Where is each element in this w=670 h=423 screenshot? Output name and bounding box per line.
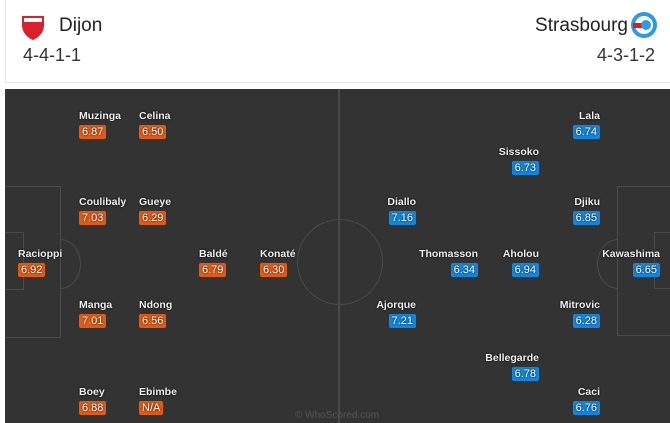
pitch <box>5 89 670 423</box>
player-name: Racioppi <box>18 248 63 260</box>
home-player[interactable]: Racioppi 6.92 <box>18 248 62 277</box>
player-rating: 6.65 <box>632 263 660 277</box>
home-player[interactable]: Gueye 6.29 <box>139 196 171 225</box>
away-team-name[interactable]: Strasbourg <box>535 15 628 36</box>
match-header <box>5 0 670 83</box>
player-rating: 7.03 <box>79 211 107 225</box>
player-name: Boey <box>79 386 105 398</box>
home-player[interactable]: Coulibaly 7.03 <box>79 196 126 225</box>
away-player[interactable]: Djiku 6.85 <box>572 196 600 225</box>
player-rating: 6.29 <box>139 211 167 225</box>
away-player[interactable]: Aholou 6.94 <box>503 248 539 277</box>
strasbourg-crest-icon <box>631 12 657 38</box>
player-name: Konaté <box>260 248 296 260</box>
player-name: Thomasson <box>419 248 478 260</box>
home-formation: 4-4-1-1 <box>23 45 82 65</box>
player-name: Caci <box>577 386 600 398</box>
away-player[interactable]: Lala 6.74 <box>572 110 600 139</box>
player-rating: 6.87 <box>79 125 107 139</box>
away-formation: 4-3-1-2 <box>596 45 655 65</box>
player-name: Lala <box>578 110 600 122</box>
player-rating: 7.16 <box>388 211 416 225</box>
player-rating: 6.74 <box>572 125 600 139</box>
away-player[interactable]: Caci 6.76 <box>572 386 600 415</box>
dijon-crest-icon <box>22 16 44 40</box>
away-player[interactable]: Bellegarde 6.78 <box>485 352 539 381</box>
player-rating: N/A <box>139 401 164 415</box>
home-player[interactable]: Ebimbe N/A <box>139 386 177 415</box>
away-player[interactable]: Ajorque 7.21 <box>376 299 416 328</box>
player-name: Ajorque <box>376 299 416 311</box>
home-penalty-box <box>5 186 61 338</box>
player-name: Aholou <box>502 248 539 260</box>
player-rating: 6.88 <box>79 401 107 415</box>
player-rating: 6.92 <box>18 263 46 277</box>
player-rating: 6.56 <box>139 314 167 328</box>
player-rating: 7.01 <box>79 314 107 328</box>
player-rating: 6.78 <box>511 367 539 381</box>
player-rating: 6.79 <box>199 263 227 277</box>
player-name: Manga <box>79 299 113 311</box>
player-name: Gueye <box>139 196 172 208</box>
home-goal-box <box>5 232 24 290</box>
player-rating: 6.30 <box>260 263 288 277</box>
player-name: Djiku <box>574 196 600 208</box>
home-team-name[interactable]: Dijon <box>59 15 103 36</box>
away-player[interactable]: Diallo 7.16 <box>387 196 416 225</box>
away-player[interactable]: Kawashima 6.65 <box>602 248 660 277</box>
player-rating: 7.21 <box>388 314 416 328</box>
away-goal-box <box>654 232 670 289</box>
player-name: Ndong <box>139 299 173 311</box>
center-circle <box>297 219 383 305</box>
watermark: © WhoScored.com <box>295 410 380 421</box>
player-rating: 6.73 <box>511 161 539 175</box>
home-player[interactable]: Manga 7.01 <box>79 299 112 328</box>
home-player[interactable]: Baldé 6.79 <box>199 248 228 277</box>
away-player[interactable]: Mitrovic 6.28 <box>560 299 600 328</box>
player-name: Diallo <box>387 196 416 208</box>
player-name: Celina <box>139 110 171 122</box>
player-rating: 6.50 <box>139 125 167 139</box>
player-rating: 6.85 <box>572 211 600 225</box>
home-player[interactable]: Muzinga 6.87 <box>79 110 121 139</box>
home-player[interactable]: Konaté 6.30 <box>260 248 296 277</box>
player-rating: 6.28 <box>572 314 600 328</box>
away-player[interactable]: Thomasson 6.34 <box>419 248 478 277</box>
away-player[interactable]: Sissoko 6.73 <box>499 146 539 175</box>
player-name: Sissoko <box>498 146 539 158</box>
player-name: Baldé <box>199 248 228 260</box>
home-player[interactable]: Celina 6.50 <box>139 110 171 139</box>
player-rating: 6.94 <box>511 263 539 277</box>
player-rating: 6.76 <box>572 401 600 415</box>
home-player[interactable]: Boey 6.88 <box>79 386 107 415</box>
player-name: Coulibaly <box>79 196 127 208</box>
player-name: Mitrovic <box>559 299 600 311</box>
home-player[interactable]: Ndong 6.56 <box>139 299 172 328</box>
player-name: Bellegarde <box>485 352 539 364</box>
player-name: Kawashima <box>602 248 660 260</box>
player-rating: 6.34 <box>450 263 478 277</box>
player-name: Ebimbe <box>139 386 177 398</box>
player-name: Muzinga <box>79 110 121 122</box>
